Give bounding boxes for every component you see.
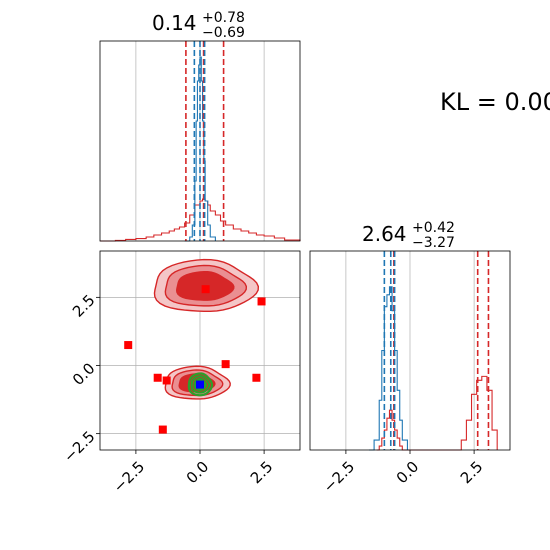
quantile-lines	[383, 251, 490, 450]
y-tick-label: 0.0	[69, 359, 99, 389]
title-param-1: 0.14 +0.78 −0.69	[152, 10, 245, 41]
grid-lines	[100, 251, 300, 450]
histogram-series	[368, 286, 498, 451]
y-tick-label: −2.5	[60, 427, 98, 465]
y-tick-label: 2.5	[69, 291, 99, 321]
grid-lines	[345, 251, 475, 450]
marginal-panel-param-2	[309, 250, 511, 451]
red-marker	[252, 373, 261, 382]
title-param-2: 2.64 +0.42 −3.27	[362, 220, 455, 251]
marginal-panel-param-1	[99, 40, 301, 242]
marker-points	[124, 285, 266, 434]
title-lower-error: −0.69	[202, 25, 245, 41]
x-tick-label: −2.5	[110, 458, 148, 496]
x-tick-label: 2.5	[457, 458, 487, 488]
x-tick-label: 0.0	[393, 458, 423, 488]
title-upper-error: +0.42	[412, 220, 455, 236]
title-value: 0.14	[152, 11, 197, 35]
red-marker	[201, 285, 210, 294]
red-marker	[221, 360, 230, 369]
green-contour-level	[190, 375, 211, 394]
joint-panel	[99, 250, 301, 451]
x-tick-label: 0.0	[183, 458, 213, 488]
blue-marker	[196, 380, 204, 389]
red-marker	[124, 341, 133, 350]
blue-histogram-line	[368, 286, 408, 451]
red-marker	[257, 297, 266, 306]
title-value: 2.64	[362, 222, 407, 246]
red-marker	[153, 373, 162, 382]
red-histogram-line	[100, 198, 301, 242]
title-upper-error: +0.78	[202, 10, 245, 26]
green-contour-level	[187, 372, 214, 397]
red-marker	[162, 376, 171, 385]
quantile-lines	[185, 41, 225, 241]
red-histogram-line	[376, 375, 498, 451]
panel-frame	[99, 40, 301, 242]
title-lower-error: −3.27	[412, 235, 455, 251]
red-marker	[158, 425, 167, 434]
x-tick-label: −2.5	[320, 458, 358, 496]
kl-divergence-label: KL = 0.00	[440, 88, 550, 116]
tick-labels: −2.5 0.0 2.5 −2.5 0.0 2.5 −2.5 0.0 2.5	[60, 291, 486, 496]
x-tick-label: 2.5	[247, 458, 277, 488]
